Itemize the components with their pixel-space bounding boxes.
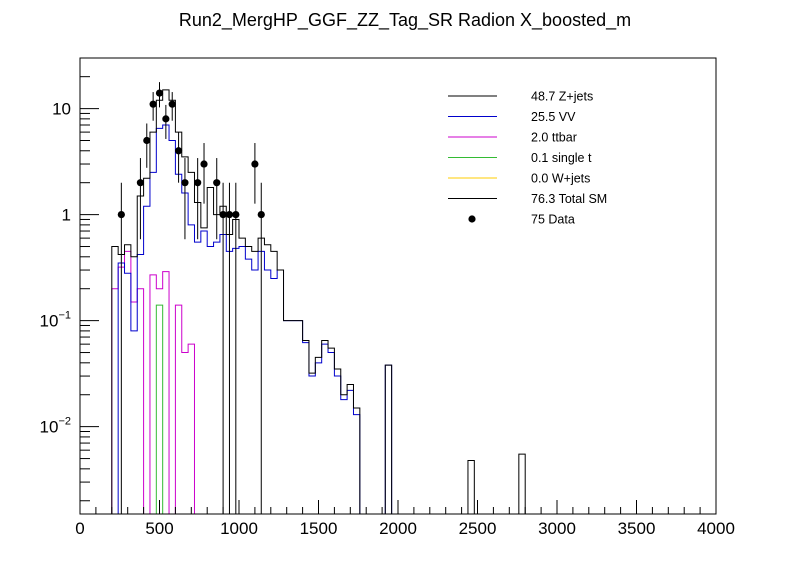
data-point xyxy=(225,211,234,219)
x-axis: 0 500 1000 1500 2000 2500 3000 3500 4000 xyxy=(75,500,735,538)
x-tick-label: 3500 xyxy=(618,519,656,538)
x-tick-label: 4000 xyxy=(697,519,735,538)
x-tick-label: 500 xyxy=(145,519,173,538)
legend-label: 25.5 VV xyxy=(531,110,576,124)
data-point xyxy=(194,179,202,187)
data-point xyxy=(149,100,157,108)
x-tick-label: 1000 xyxy=(220,519,258,538)
y-axis: 10 1 10−1 10−2 xyxy=(40,57,99,502)
legend-label: 48.7 Z+jets xyxy=(531,90,593,104)
data-point xyxy=(200,160,208,168)
y-tick-label: 1 xyxy=(62,206,71,225)
data-points xyxy=(117,82,265,514)
data-point xyxy=(257,211,265,219)
data-point xyxy=(251,160,259,168)
x-tick-label: 3000 xyxy=(538,519,576,538)
y-tick-label: 10−1 xyxy=(40,310,71,331)
x-tick-label: 1500 xyxy=(300,519,338,538)
data-point xyxy=(219,211,227,219)
legend-label: 0.1 single t xyxy=(531,151,592,165)
data-point xyxy=(143,136,151,145)
data-point xyxy=(213,179,221,187)
histogram-series xyxy=(80,89,716,515)
data-point xyxy=(117,211,125,219)
legend-label: 75 Data xyxy=(531,213,575,227)
chart-title: Run2_MergHP_GGF_ZZ_Tag_SR Radion X_boost… xyxy=(179,10,631,31)
hist-ttbar xyxy=(80,250,716,515)
data-point xyxy=(136,179,145,187)
data-point xyxy=(155,89,164,97)
legend-label: 2.0 ttbar xyxy=(531,131,577,145)
y-tick-label: 10−2 xyxy=(40,416,71,437)
y-tick-label: 10 xyxy=(52,100,71,119)
legend-label: 0.0 W+jets xyxy=(531,172,590,186)
x-tick-label: 0 xyxy=(75,519,84,538)
data-point xyxy=(162,115,170,123)
data-point xyxy=(174,147,183,155)
data-point xyxy=(232,211,240,219)
x-tick-label: 2000 xyxy=(379,519,417,538)
legend: 48.7 Z+jets 25.5 VV 2.0 ttbar 0.1 single t 0… xyxy=(448,90,607,227)
legend-marker xyxy=(468,215,476,223)
data-point xyxy=(168,100,176,108)
x-tick-label: 2500 xyxy=(459,519,497,538)
data-point xyxy=(181,179,189,187)
legend-label: 76.3 Total SM xyxy=(531,192,607,206)
